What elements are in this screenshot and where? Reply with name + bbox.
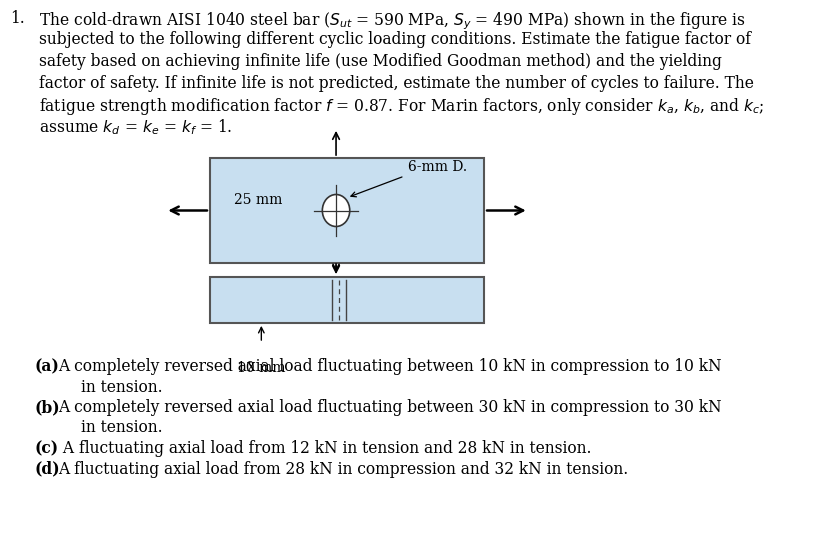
Bar: [210, 158, 484, 263]
Text: A fluctuating axial load from 12 kN in tension and 28 kN in tension.: A fluctuating axial load from 12 kN in t…: [58, 440, 591, 457]
Text: 10 mm: 10 mm: [237, 361, 285, 375]
Text: 25 mm: 25 mm: [234, 192, 282, 206]
Text: assume $k_d$ = $k_e$ = $k_f$ = 1.: assume $k_d$ = $k_e$ = $k_f$ = 1.: [39, 117, 232, 137]
Text: in tension.: in tension.: [81, 378, 163, 395]
Text: fatigue strength modification factor $f$ = 0.87. For Marin factors, only conside: fatigue strength modification factor $f$…: [39, 96, 763, 117]
Text: The cold-drawn AISI 1040 steel bar ($S_{ut}$ = 590 MPa, $S_y$ = 490 MPa) shown i: The cold-drawn AISI 1040 steel bar ($S_{…: [39, 10, 744, 32]
Ellipse shape: [322, 195, 349, 227]
Text: A fluctuating axial load from 28 kN in compression and 32 kN in tension.: A fluctuating axial load from 28 kN in c…: [58, 461, 628, 477]
Text: factor of safety. If infinite life is not predicted, estimate the number of cycl: factor of safety. If infinite life is no…: [39, 75, 753, 91]
Text: A completely reversed axial load fluctuating between 10 kN in compression to 10 : A completely reversed axial load fluctua…: [58, 358, 721, 375]
Text: 6-mm D.: 6-mm D.: [408, 160, 466, 174]
Text: A completely reversed axial load fluctuating between 30 kN in compression to 30 : A completely reversed axial load fluctua…: [58, 399, 721, 416]
Text: (d): (d): [34, 461, 60, 477]
Text: in tension.: in tension.: [81, 420, 163, 436]
Text: 1.: 1.: [10, 10, 25, 27]
Bar: [210, 277, 484, 323]
Text: (c): (c): [34, 440, 59, 457]
Text: (b): (b): [34, 399, 60, 416]
Text: safety based on achieving infinite life (use Modified Goodman method) and the yi: safety based on achieving infinite life …: [39, 53, 720, 70]
Text: subjected to the following different cyclic loading conditions. Estimate the fat: subjected to the following different cyc…: [39, 32, 749, 49]
Text: (a): (a): [34, 358, 59, 375]
